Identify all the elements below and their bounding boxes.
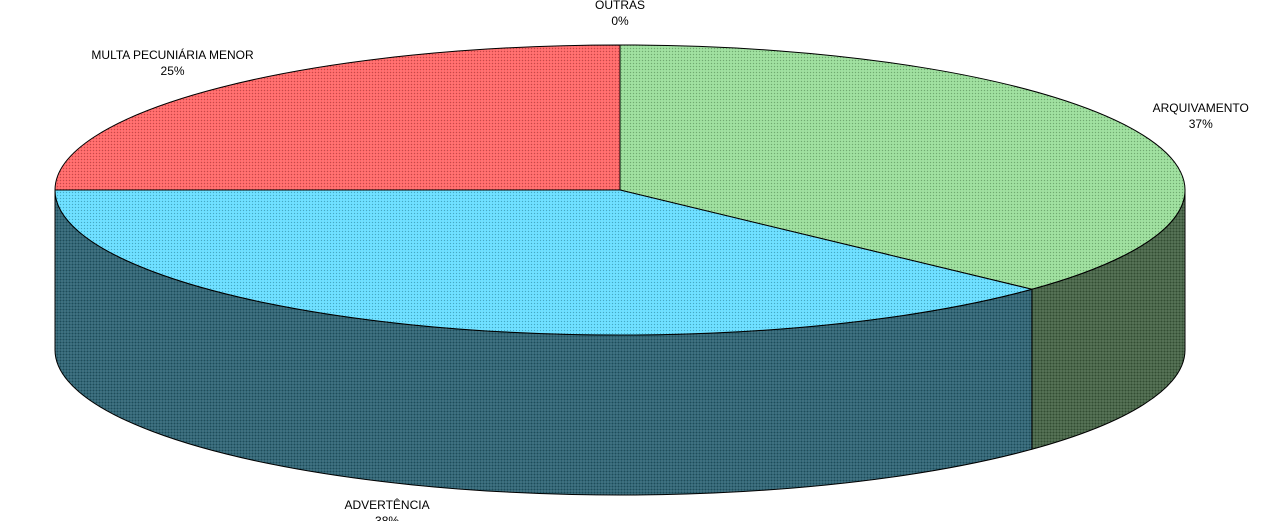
- slice-label: ARQUIVAMENTO: [1153, 101, 1249, 115]
- pie-slice: [619, 44, 1186, 290]
- slice-value-label: 0%: [611, 14, 629, 28]
- slice-value-label: 37%: [1189, 117, 1213, 131]
- slice-value-label: 25%: [161, 64, 185, 78]
- pie-slice: [54, 44, 621, 191]
- slice-label: OUTRAS: [595, 0, 645, 12]
- slice-label: ADVERTÊNCIA: [344, 497, 429, 512]
- slice-value-label: 38%: [375, 514, 399, 521]
- pie-slice: [54, 189, 1033, 336]
- slice-label: MULTA PECUNIÁRIA MENOR: [91, 47, 254, 62]
